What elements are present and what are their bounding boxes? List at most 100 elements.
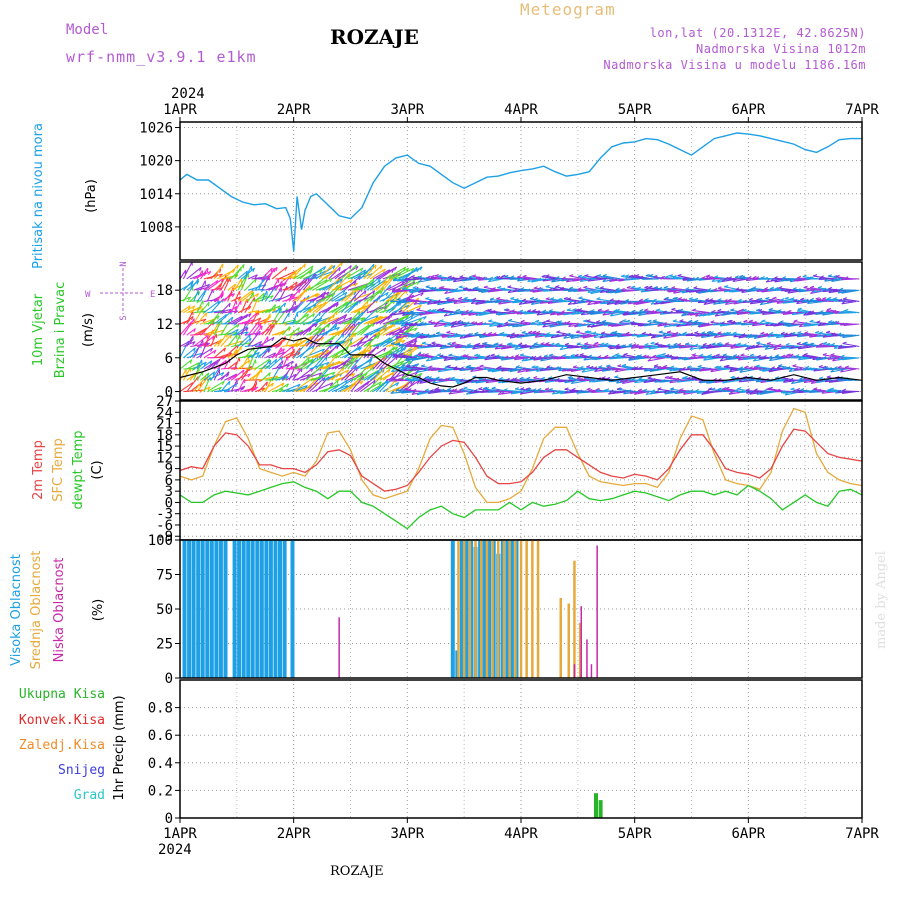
wind-arrow (379, 333, 399, 347)
x-tick-label-top: 6APR (731, 102, 765, 118)
wind-arrow (578, 323, 596, 327)
wind-arrow-head (755, 364, 760, 367)
wind-arrow-head (435, 367, 440, 371)
wind-arrow-head (655, 390, 659, 394)
wind-arrow-head (274, 345, 279, 349)
wind-arrow (193, 327, 207, 336)
wind-arrow-head (308, 328, 312, 333)
wind-arrow-head (594, 341, 599, 345)
wind-arrow-head (694, 388, 699, 392)
wind-arrow-head (560, 390, 564, 395)
sfc-temp-line (179, 407, 863, 504)
wind-arrow-head (769, 357, 773, 362)
wind-arrow-head (725, 310, 730, 314)
wind-arrow (193, 270, 212, 280)
wind-arrow-head (578, 389, 583, 393)
wind-arrow (353, 324, 370, 336)
wind-arrow-head (394, 346, 399, 351)
wind-arrow (602, 275, 621, 280)
wind-arrow-head (832, 333, 837, 337)
wind-arrow (629, 312, 647, 316)
wind-arrow (594, 276, 612, 280)
wind-arrow-head (517, 275, 522, 278)
wind-arrow (587, 278, 605, 282)
wind-arrow-head (537, 277, 542, 281)
wind-arrow (271, 266, 288, 280)
x-tick-label-bottom: 1APR (163, 826, 197, 842)
wind-arrow-head (427, 299, 432, 303)
wind-arrow (357, 273, 373, 280)
wind-arrow-head (747, 276, 752, 279)
wind-arrow (353, 290, 367, 302)
wind-arrow-head (475, 380, 480, 384)
wind-arrow-head (588, 379, 593, 383)
wind-arrow-head (518, 342, 523, 346)
wind-arrow-head (233, 283, 237, 288)
wind-arrow-head (281, 360, 284, 365)
wind-arrow-head (762, 355, 767, 358)
wind-arrow-head (417, 334, 422, 339)
wind-arrow-head (791, 321, 796, 325)
wind-arrow-head (507, 285, 512, 288)
wind-arrow-head (665, 353, 670, 357)
wind-arrow-head (440, 389, 445, 393)
wind-arrow-head (479, 299, 484, 303)
wind-arrow (334, 272, 351, 291)
wind-arrow-head (492, 321, 497, 325)
wind-arrow (609, 379, 627, 383)
wind-arrow (234, 267, 242, 280)
wind-arrow-head (653, 275, 658, 279)
wind-arrow (398, 314, 414, 325)
wind-arrow-head (668, 375, 673, 379)
wind-arrow-head (415, 331, 420, 335)
wind-arrow (237, 289, 254, 302)
wind-arrow-head (621, 274, 626, 277)
wind-arrow-head (245, 327, 249, 332)
wind-arrow-head (772, 296, 777, 300)
wind-arrow (254, 325, 263, 336)
wind-arrow-head (560, 310, 565, 313)
wind-arrow (732, 278, 748, 283)
station-title: ROZAJE (330, 25, 419, 49)
wind-arrow-head (810, 310, 815, 314)
wind-arrow-head (475, 276, 480, 280)
wind-arrow-head (791, 311, 796, 316)
wind-arrow-head (731, 320, 736, 324)
wind-arrow-head (555, 366, 560, 369)
wind-arrow-head (795, 354, 800, 357)
wind-arrow-head (687, 312, 691, 316)
wind-arrow-head (491, 287, 496, 290)
wind-arrow-head (689, 332, 694, 336)
wind-arrow-head (439, 319, 444, 322)
wind-arrow (530, 289, 545, 292)
wind-arrow-head (784, 288, 789, 292)
wind-arrow (436, 322, 452, 325)
wind-arrow-head (379, 265, 383, 270)
wind-arrow-head (717, 300, 722, 305)
wind-arrow-head (672, 323, 677, 327)
wind-arrow-head (413, 340, 418, 345)
wind-arrow-head (232, 269, 236, 274)
wind-arrow-head (556, 356, 561, 360)
wind-arrow-head (624, 310, 629, 314)
wind-arrow (602, 321, 618, 325)
wind-arrow (230, 349, 238, 359)
wind-arrow-head (829, 387, 834, 390)
wind-arrow-head (525, 387, 530, 390)
wind-arrow-head (818, 376, 823, 380)
wind-arrow-head (364, 372, 368, 377)
wind-arrow (312, 349, 329, 359)
wind-arrow (325, 262, 343, 280)
wind-arrow (416, 309, 433, 314)
wind-arrow (271, 364, 290, 370)
wind-arrow-head (782, 390, 787, 394)
wind-arrow-head (611, 367, 616, 371)
wind-arrow-head (425, 357, 430, 362)
wind-arrow-head (484, 387, 490, 390)
wind-arrow-head (707, 330, 712, 334)
wind-arrow-head (809, 319, 814, 323)
wind-arrow-head (627, 389, 632, 393)
wind-arrow-head (418, 312, 423, 316)
wind-arrow-head (587, 289, 592, 293)
wind-arrow-head (747, 345, 752, 349)
